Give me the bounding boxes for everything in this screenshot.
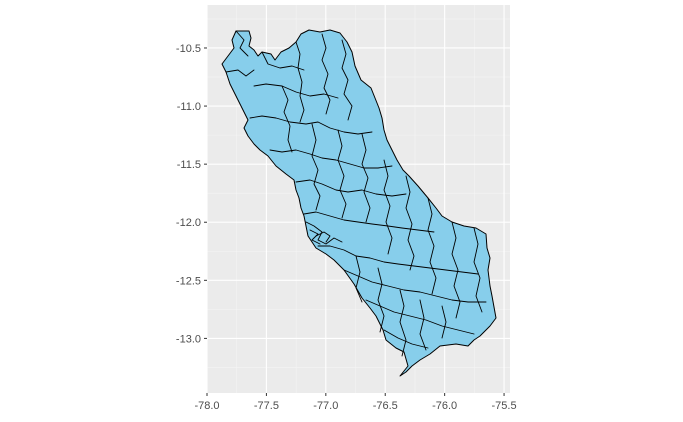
district-boundary <box>253 83 339 99</box>
district-boundary <box>235 30 249 57</box>
district-boundary <box>383 329 429 349</box>
district-boundary <box>303 211 435 233</box>
district-boundary <box>225 69 255 77</box>
y-tick-label: -12.0 <box>176 217 201 229</box>
district-boundary <box>451 221 461 319</box>
y-tick-label: -13.0 <box>176 333 201 345</box>
axes: -78.0 -77.5 -77.0 -76.5 -76.0 -75.5 -10.5 -11.0… <box>176 43 517 412</box>
district-boundary <box>311 123 321 211</box>
x-tick-label: -77.5 <box>254 400 279 412</box>
district-boundary <box>441 305 447 339</box>
district-boundary <box>295 41 305 123</box>
district-boundaries <box>225 30 487 357</box>
y-tick-label: -10.5 <box>176 43 201 55</box>
district-boundary <box>377 267 385 333</box>
district-boundary <box>321 33 331 115</box>
district-boundary <box>281 85 293 153</box>
district-boundary <box>473 227 483 313</box>
region-outline <box>221 29 497 377</box>
district-boundary <box>427 197 437 295</box>
y-tick-label: -11.0 <box>177 101 201 113</box>
district-boundary <box>365 299 475 335</box>
x-tick-label: -75.5 <box>492 400 517 412</box>
district-boundary <box>305 221 343 245</box>
district-boundary <box>341 39 353 121</box>
district-boundary <box>249 115 373 135</box>
y-tick-label: -11.5 <box>177 159 201 171</box>
district-boundary <box>405 175 415 271</box>
district-boundary <box>399 289 407 357</box>
district-boundary <box>355 255 363 303</box>
map-layer <box>221 29 497 377</box>
x-tick-label: -76.0 <box>432 400 457 412</box>
district-boundary <box>317 245 479 275</box>
x-tick-label: -77.0 <box>313 400 338 412</box>
x-tick-label: -76.5 <box>373 400 398 412</box>
district-boundary <box>261 51 305 71</box>
district-boundary <box>315 231 331 243</box>
district-boundary <box>269 149 393 169</box>
district-boundary <box>309 229 321 245</box>
x-tick-label: -78.0 <box>194 400 219 412</box>
district-boundary <box>361 133 371 223</box>
y-tick-label: -12.5 <box>176 275 201 287</box>
district-boundary <box>419 299 427 351</box>
district-boundary <box>295 179 407 197</box>
district-boundary <box>383 159 393 255</box>
district-boundary <box>337 129 347 219</box>
